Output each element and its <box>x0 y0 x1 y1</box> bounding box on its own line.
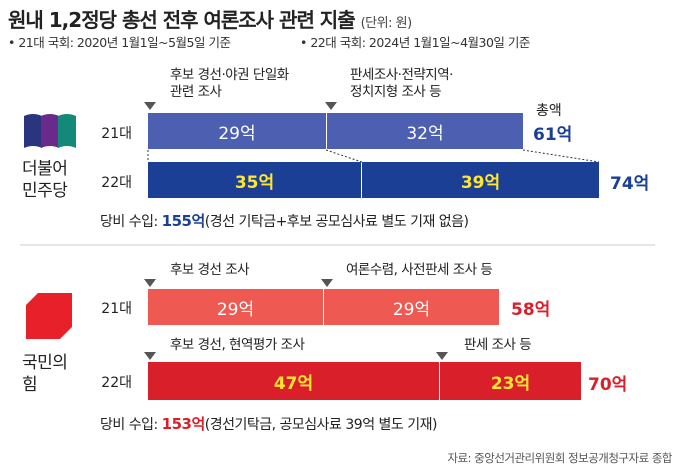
segment-marker <box>144 352 156 360</box>
income-value: 153억 <box>161 415 206 433</box>
income-value: 155억 <box>161 212 206 230</box>
segment-marker <box>144 102 156 110</box>
annotation-dp21-seg2: 판세조사·전략지역· 정치지형 조사 등 <box>350 67 453 101</box>
party-name-democratic-line2: 민주당 <box>22 181 68 201</box>
party-name-democratic: 더불어 민주당 <box>22 158 68 202</box>
total-ppp21: 58억 <box>511 300 551 320</box>
party-name-democratic-line1: 더불어 <box>22 159 68 179</box>
bar-segment-dp21-1: 29억 <box>148 113 326 149</box>
period-22: • 22대 국회: 2024년 1월1일~4월30일 기준 <box>300 35 530 50</box>
bar-segment-dp22-2: 39억 <box>362 162 599 198</box>
party-name-ppp-line1: 국민의 <box>22 353 68 373</box>
guide-line <box>325 149 363 163</box>
income-note-dp: 당비 수입: 155억(경선 기탁금+후보 공모심사료 별도 기재 없음) <box>100 210 469 231</box>
congress-label-dp21: 21대 <box>101 126 132 142</box>
segment-marker <box>144 279 156 287</box>
bar-label: 35억 <box>234 172 275 193</box>
people-power-party-logo-icon <box>26 293 72 339</box>
bar-label: 39억 <box>460 172 501 193</box>
bar-label: 29억 <box>218 123 256 144</box>
income-note-ppp: 당비 수입: 153억(경선기탁금, 공모심사료 39억 별도 기재) <box>100 413 437 434</box>
annotation-ppp22-seg1: 후보 경선, 현역평가 조사 <box>170 337 305 353</box>
party-name-ppp-line2: 힘 <box>22 375 38 395</box>
congress-label-dp22: 22대 <box>101 175 132 191</box>
bar-label: 29억 <box>392 299 431 320</box>
bar-segment-ppp22-2: 23억 <box>440 362 581 400</box>
period-21: • 21대 국회: 2020년 1월1일~5월5일 기준 <box>8 35 231 50</box>
annotation-dp21-seg1: 후보 경선·야권 단일화 관련 조사 <box>170 67 289 101</box>
bar-label: 47억 <box>273 373 314 394</box>
annotation-line: 정치지형 조사 등 <box>350 84 442 100</box>
party-name-ppp: 국민의 힘 <box>22 352 68 396</box>
annotation-line: 관련 조사 <box>170 84 222 100</box>
income-suffix: (경선기탁금, 공모심사료 39억 별도 기재) <box>204 417 438 433</box>
segment-marker <box>436 352 448 360</box>
bar-segment-ppp21-2: 29억 <box>324 289 499 325</box>
bar-label: 23억 <box>490 373 531 394</box>
bar-label: 29억 <box>216 299 255 320</box>
source-note: 자료: 중앙선거관리위원회 정보공개청구자료 종합 <box>447 451 672 465</box>
unit-note: (단위: 원) <box>360 16 413 31</box>
segment-marker <box>325 102 337 110</box>
annotation-ppp21-seg1: 후보 경선 조사 <box>170 262 250 278</box>
income-prefix: 당비 수입: <box>100 417 162 433</box>
title-text: 원내 1,2정당 총선 전후 여론조사 관련 지출 <box>8 8 356 32</box>
democratic-party-logo-icon <box>24 114 76 148</box>
income-prefix: 당비 수입: <box>100 214 162 230</box>
chart-title: 원내 1,2정당 총선 전후 여론조사 관련 지출 (단위: 원) <box>8 4 412 33</box>
income-suffix: (경선 기탁금+후보 공모심사료 별도 기재 없음) <box>204 214 469 230</box>
bar-segment-dp21-2: 32억 <box>327 113 523 149</box>
total-caption: 총액 <box>536 103 562 119</box>
total-dp21: 61억 <box>533 125 573 145</box>
segment-marker <box>321 279 333 287</box>
annotation-ppp21-seg2: 여론수렴, 사전판세 조사 등 <box>346 262 493 278</box>
bar-segment-ppp22-1: 47억 <box>148 362 439 400</box>
bar-segment-ppp21-1: 29억 <box>148 289 323 325</box>
bar-label: 32억 <box>406 123 444 144</box>
annotation-line: 후보 경선·야권 단일화 <box>170 67 289 83</box>
guide-line <box>522 149 600 163</box>
annotation-ppp22-seg2: 판세 조사 등 <box>464 337 532 353</box>
section-divider <box>20 244 655 246</box>
total-dp22: 74억 <box>610 174 650 194</box>
congress-label-ppp21: 21대 <box>101 301 132 317</box>
total-ppp22: 70억 <box>588 375 628 395</box>
annotation-line: 판세조사·전략지역· <box>350 67 453 83</box>
bar-segment-dp22-1: 35억 <box>148 162 361 198</box>
congress-label-ppp22: 22대 <box>101 375 132 391</box>
